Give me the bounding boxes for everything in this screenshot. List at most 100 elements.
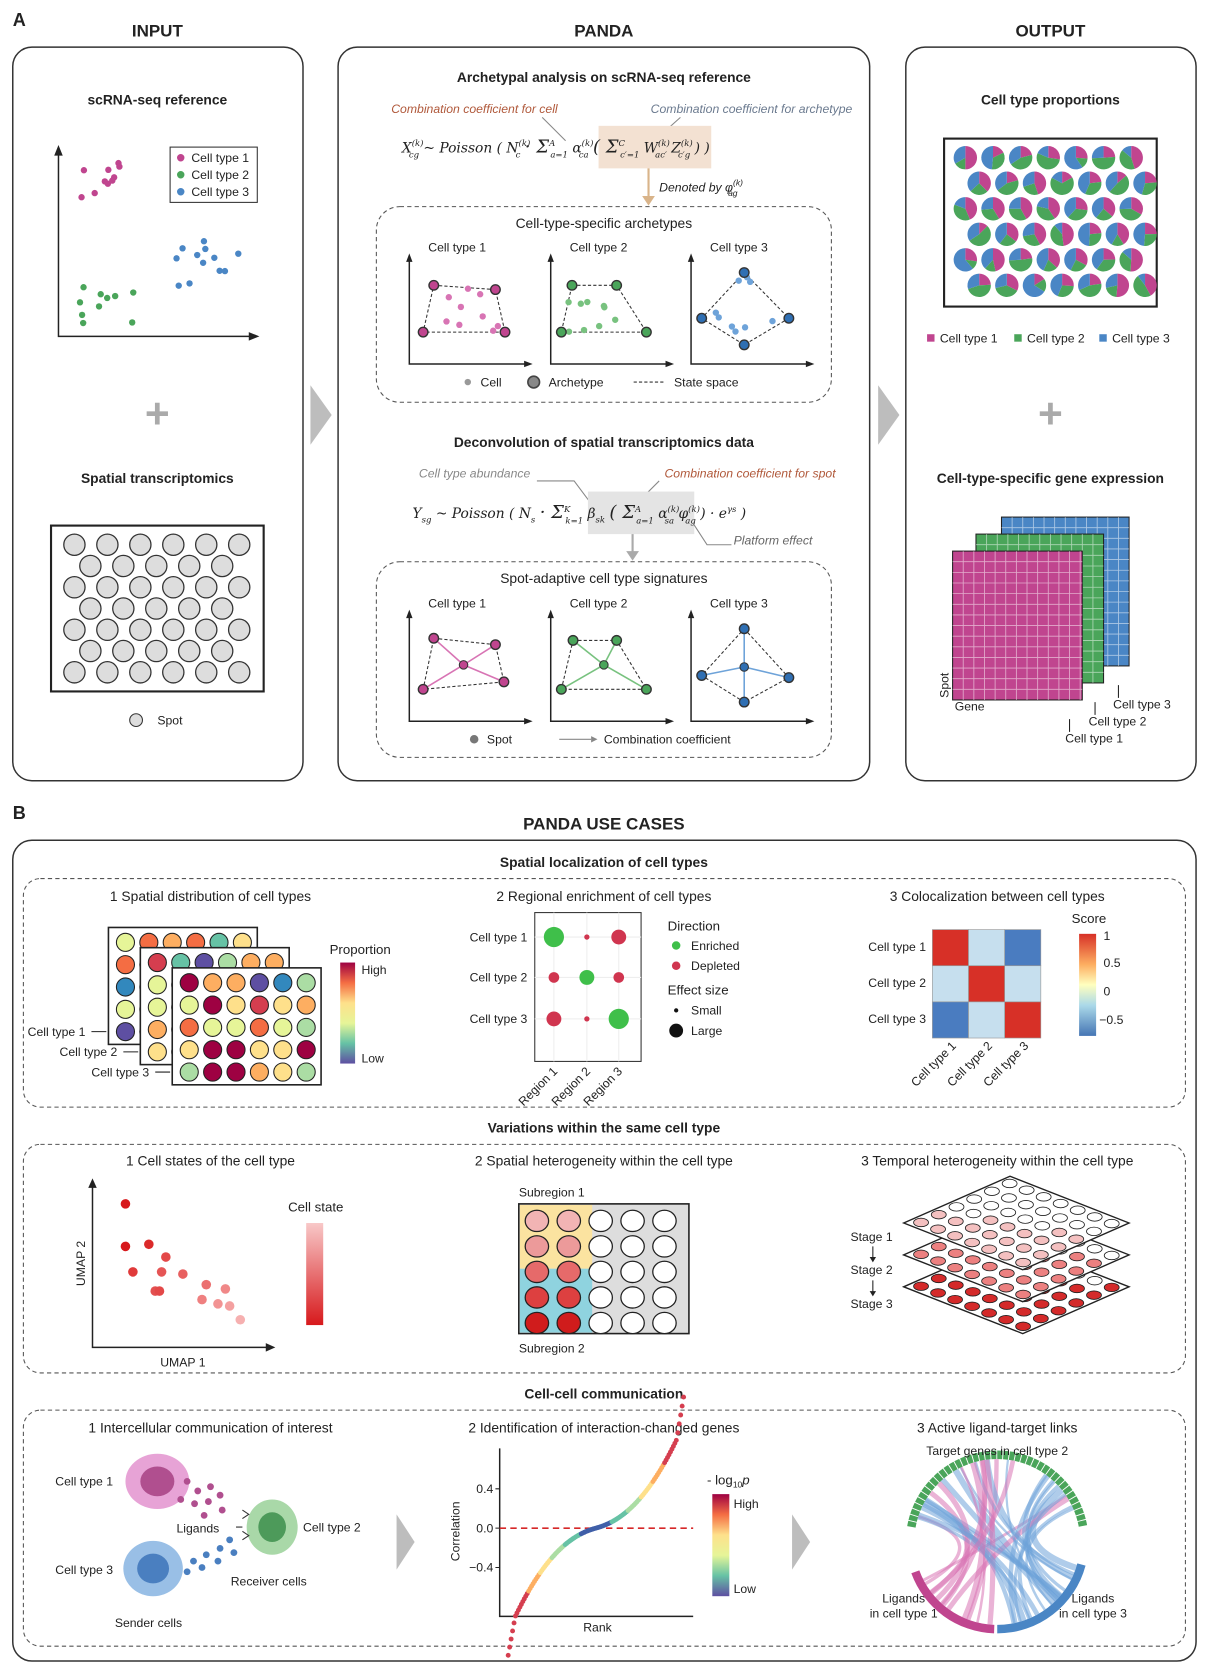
- colocalization-title: 3 Colocalization between cell types: [890, 888, 1105, 904]
- spot: [112, 597, 135, 620]
- enrichment-dot: [543, 926, 565, 948]
- plot-axes: [690, 257, 811, 365]
- equation-term: · Σ: [525, 136, 549, 157]
- pie-slice: [1043, 259, 1057, 272]
- state-space-legend-label: State space: [674, 375, 739, 389]
- pie-slice: [1085, 181, 1102, 195]
- cell-dot: [457, 303, 465, 311]
- pie-slice: [1133, 222, 1146, 246]
- gene-point: [511, 1620, 517, 1626]
- pie-slice: [965, 146, 978, 170]
- ligand-dot: [198, 1564, 206, 1571]
- spot: [913, 1217, 929, 1228]
- plot-title: Cell type 3: [710, 240, 768, 254]
- pie-slice: [1008, 248, 1021, 261]
- archetype-dot: [783, 672, 795, 684]
- cell-state-dot: [220, 1284, 231, 1294]
- spot: [524, 1286, 550, 1309]
- cell-dot: [194, 251, 201, 259]
- chord-sector: [1054, 1476, 1065, 1486]
- row-label: Cell type 3: [470, 1012, 528, 1026]
- pie-slice: [981, 197, 993, 210]
- cell-dot: [235, 250, 242, 257]
- cell-dot: [584, 298, 591, 306]
- cell-dot: [173, 255, 180, 262]
- signatures-title: Spot-adaptive cell type signatures: [500, 570, 707, 586]
- pie-slice: [1103, 248, 1116, 260]
- layer-label-cell-type-1: Cell type 1: [1065, 731, 1123, 745]
- gene-point: [676, 1421, 682, 1427]
- gene-point: [673, 1437, 679, 1443]
- cell-states-title: 1 Cell states of the cell type: [126, 1153, 295, 1169]
- pie-slice: [1008, 208, 1027, 221]
- axis-arrow-icon: [54, 144, 63, 156]
- spot: [147, 997, 167, 1017]
- spot: [964, 1223, 981, 1233]
- chord-sector: [1074, 1507, 1084, 1516]
- gene-point: [510, 1628, 516, 1634]
- chord-sector: [1062, 1485, 1073, 1495]
- panda-header: PANDA: [574, 22, 633, 41]
- spot: [249, 995, 269, 1015]
- ligand-dot: [177, 1496, 185, 1503]
- variations-title: Variations within the same cell type: [488, 1120, 721, 1136]
- pie-slice: [1020, 197, 1033, 219]
- spot: [203, 1017, 223, 1037]
- archetype-dot: [428, 279, 440, 291]
- flow-arrow-icon: [310, 385, 332, 445]
- large-legend-label: Large: [691, 1024, 722, 1038]
- spot: [984, 1186, 1000, 1196]
- spot: [1086, 1244, 1103, 1254]
- gene-point: [678, 1412, 684, 1418]
- archetype-dot: [555, 326, 567, 338]
- pie-slice: [967, 171, 980, 192]
- pie-slice: [1089, 233, 1102, 246]
- spot: [556, 1209, 582, 1233]
- ligand-target-link: [1017, 1492, 1067, 1619]
- pie-slice: [1020, 146, 1032, 158]
- spot: [179, 1017, 199, 1037]
- spot: [947, 1216, 964, 1227]
- pie-slice: [1103, 197, 1116, 217]
- cell-type-3-label: Cell type 3: [55, 1563, 113, 1577]
- spot: [1103, 1218, 1120, 1229]
- cell-dot: [104, 294, 111, 302]
- axis-arrow-icon: [687, 253, 695, 262]
- spot: [227, 618, 251, 642]
- spot: [998, 1314, 1014, 1325]
- arrowhead-icon: [869, 1291, 877, 1297]
- coef-spot-label: Combination coefficient for spot: [664, 467, 836, 481]
- equation-superscript: C: [619, 139, 626, 149]
- equation-highlight: [598, 125, 712, 169]
- enrichment-dot: [584, 934, 590, 940]
- spot: [177, 639, 201, 663]
- cell-state-dot: [224, 1301, 235, 1311]
- spot: [1086, 1290, 1102, 1300]
- chord-sector: [907, 1520, 917, 1528]
- axis-arrow-icon: [248, 332, 260, 341]
- annotation-leader: [692, 523, 732, 546]
- spot: [620, 1286, 645, 1309]
- axis-arrow-icon: [665, 718, 675, 725]
- spot: [79, 597, 102, 620]
- spot: [1018, 1199, 1034, 1210]
- spatial-heterogeneity-title: 2 Spatial heterogeneity within the cell …: [475, 1153, 733, 1169]
- spot: [930, 1209, 947, 1220]
- spot: [620, 1311, 645, 1335]
- ligands-3-label-line2: in cell type 3: [1059, 1606, 1127, 1620]
- cell-dot: [105, 166, 112, 174]
- cell-state-dot: [154, 1286, 165, 1296]
- heatmap-cell: [968, 965, 1006, 1003]
- equation-subscript: c′g: [678, 151, 691, 161]
- enrichment-dot: [548, 972, 560, 983]
- axis-arrow-icon: [805, 360, 815, 368]
- spot: [524, 1235, 550, 1258]
- cell-dot: [464, 285, 472, 292]
- ligand-dot: [218, 1506, 226, 1514]
- pie-slice: [1131, 197, 1143, 215]
- chord-sector: [965, 1454, 974, 1465]
- pie-slice: [1008, 146, 1021, 165]
- chord-sector: [1030, 1458, 1040, 1469]
- spot: [930, 1288, 946, 1298]
- pie-slice: [992, 146, 1004, 158]
